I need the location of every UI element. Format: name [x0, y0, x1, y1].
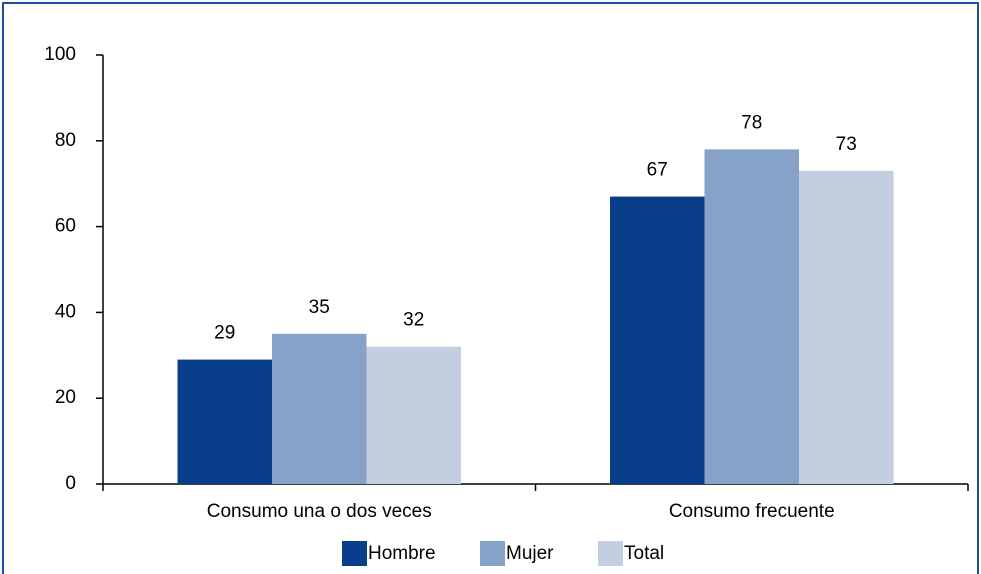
data-label: 35 — [309, 297, 330, 318]
bar — [610, 196, 705, 484]
data-label: 67 — [647, 160, 668, 181]
data-label: 29 — [214, 323, 235, 344]
data-label: 78 — [741, 112, 762, 133]
bar — [799, 170, 894, 484]
bar — [272, 333, 367, 484]
y-tick-label: 60 — [55, 216, 76, 237]
bar — [366, 346, 461, 484]
legend-label: Hombre — [368, 543, 436, 564]
y-tick-label: 80 — [55, 130, 76, 151]
y-tick-label: 0 — [65, 473, 76, 494]
data-label: 32 — [403, 310, 424, 331]
x-tick-label: Consumo frecuente — [669, 501, 835, 522]
bar — [704, 149, 799, 484]
legend-swatch — [342, 541, 367, 566]
legend-label: Total — [624, 543, 664, 564]
y-tick-label: 20 — [55, 387, 76, 408]
legend-label: Mujer — [506, 543, 554, 564]
legend-swatch — [480, 541, 505, 566]
y-tick-label: 100 — [44, 44, 76, 65]
y-tick-label: 40 — [55, 301, 76, 322]
data-label: 73 — [836, 134, 857, 155]
legend-swatch — [598, 541, 623, 566]
bar — [177, 359, 272, 484]
x-tick-label: Consumo una o dos veces — [207, 501, 432, 522]
